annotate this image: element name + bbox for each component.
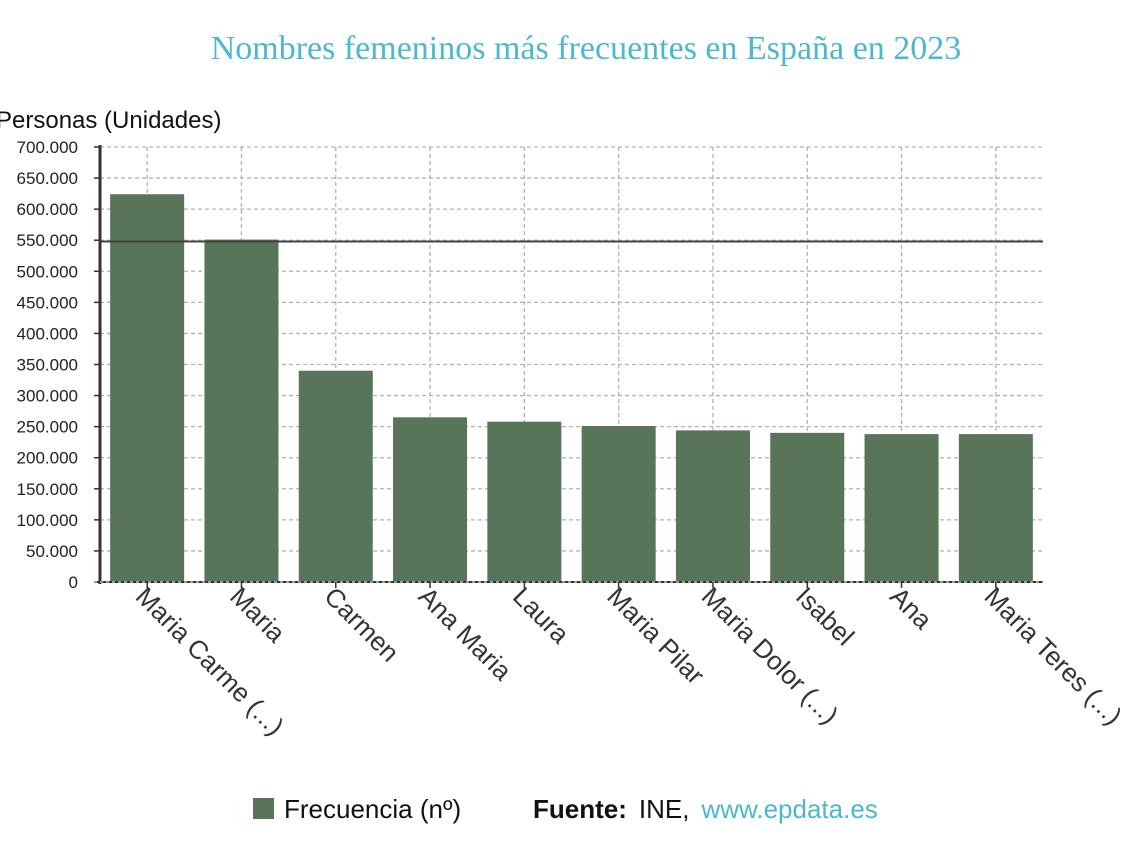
source-text: INE, bbox=[639, 794, 690, 824]
y-tick-label: 0 bbox=[69, 573, 78, 592]
legend-swatch bbox=[253, 798, 274, 819]
bar bbox=[675, 430, 750, 582]
x-tick-label: Carmen bbox=[319, 581, 406, 668]
bar bbox=[864, 434, 939, 582]
y-tick-label: 250.000 bbox=[17, 418, 78, 437]
y-tick-label: 150.000 bbox=[17, 480, 78, 499]
y-tick-label: 350.000 bbox=[17, 356, 78, 375]
x-tick-label: Maria Teres (...) bbox=[979, 581, 1129, 731]
bar bbox=[958, 434, 1033, 582]
source: Fuente: INE, www.epdata.es bbox=[533, 794, 878, 824]
legend: Frecuencia (nº) bbox=[253, 794, 461, 824]
y-tick-label: 50.000 bbox=[26, 542, 78, 561]
x-tick-labels: Maria Carme (...)Maria Carmen Ana MariaLau… bbox=[130, 581, 1128, 741]
y-tick-label: 400.000 bbox=[17, 324, 78, 343]
y-tick-label: 200.000 bbox=[17, 449, 78, 468]
legend-label: Frecuencia (nº) bbox=[284, 794, 461, 824]
x-tick-label: Maria Pilar bbox=[601, 581, 710, 690]
y-tick-label: 550.000 bbox=[17, 231, 78, 250]
y-tick-label: 700.000 bbox=[17, 138, 78, 157]
chart-title: Nombres femeninos más frecuentes en Espa… bbox=[211, 30, 962, 67]
x-tick-label: Ana Maria bbox=[413, 581, 518, 686]
y-axis-title: Personas (Unidades) bbox=[0, 107, 221, 134]
bar bbox=[298, 370, 373, 582]
y-tick-label: 600.000 bbox=[17, 200, 78, 219]
bar bbox=[770, 432, 845, 582]
source-label: Fuente: bbox=[533, 794, 627, 824]
axes bbox=[94, 145, 1043, 588]
y-tick-label: 450.000 bbox=[17, 293, 78, 312]
x-tick-label: Laura bbox=[507, 581, 576, 650]
x-tick-label: Ana bbox=[884, 581, 938, 635]
y-tick-label: 500.000 bbox=[17, 262, 78, 281]
bar bbox=[110, 194, 185, 582]
bar bbox=[393, 417, 468, 582]
bars bbox=[110, 194, 1033, 583]
y-tick-labels: 0 50.000 100.000 150.000 200.000 250.000 300.0… bbox=[17, 138, 78, 592]
bar bbox=[204, 239, 279, 583]
x-tick-label: Maria bbox=[224, 581, 292, 649]
y-tick-label: 100.000 bbox=[17, 511, 78, 530]
bar bbox=[487, 421, 562, 582]
y-tick-label: 300.000 bbox=[17, 387, 78, 406]
bar bbox=[581, 426, 656, 582]
y-tick-label: 650.000 bbox=[17, 169, 78, 188]
x-tick-label: Isabel bbox=[790, 581, 860, 651]
source-link[interactable]: www.epdata.es bbox=[700, 794, 877, 824]
